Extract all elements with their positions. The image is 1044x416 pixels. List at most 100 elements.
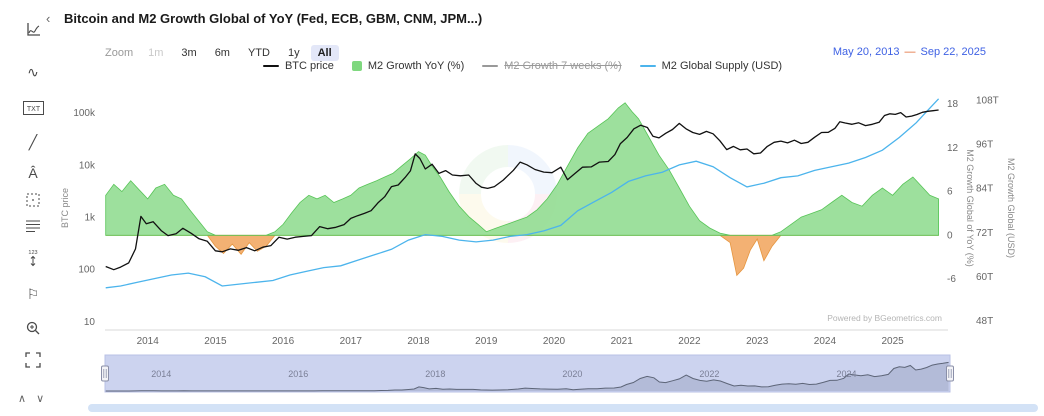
page-title: Bitcoin and M2 Growth Global of YoY (Fed… — [64, 11, 483, 26]
wave-indicator-icon[interactable]: ∿ — [27, 63, 39, 80]
svg-text:10: 10 — [84, 317, 96, 328]
m2-growth-area-positive — [105, 102, 939, 236]
main-chart[interactable]: 2014 2015 2016 2017 2018 2019 2020 2021 2022 2023… — [0, 74, 1044, 352]
svg-text:2025: 2025 — [881, 336, 904, 347]
legend-label: M2 Global Supply (USD) — [661, 60, 783, 72]
side-toolbar: ∿ TXT ╱ Â 123 ⚐ — [0, 0, 58, 416]
svg-text:2021: 2021 — [611, 336, 634, 347]
supply-axis-title: M2 Growth Global (USD) — [1006, 158, 1016, 258]
zoom-button-ytd[interactable]: YTD — [247, 47, 270, 59]
date-range-end[interactable]: Sep 22, 2025 — [920, 46, 986, 58]
measure-values-icon[interactable]: 123 — [20, 246, 46, 270]
date-range-separator: — — [904, 46, 916, 58]
lines-list-icon[interactable] — [20, 214, 46, 238]
zoom-button-1y[interactable]: 1y — [287, 47, 300, 59]
navigator-series-area — [105, 362, 949, 391]
zoom-label: Zoom — [105, 47, 134, 59]
annotation-icon[interactable]: Â — [28, 165, 38, 181]
svg-text:2018: 2018 — [407, 336, 430, 347]
legend-line-swatch — [639, 65, 656, 67]
svg-text:2017: 2017 — [340, 336, 363, 347]
legend-line-swatch — [262, 65, 279, 67]
svg-text:10k: 10k — [79, 160, 96, 171]
m2-growth-area-negative — [105, 234, 939, 277]
svg-text:2022: 2022 — [699, 369, 719, 379]
legend-label: M2 Growth YoY (%) — [367, 60, 465, 72]
svg-text:100k: 100k — [73, 108, 96, 119]
powered-by-text: Powered by BGeometrics.com — [827, 313, 942, 323]
svg-text:2014: 2014 — [151, 369, 171, 379]
btc-axis-labels: 100k 10k 1k 100 10 — [73, 108, 96, 328]
chevron-down-icon[interactable]: ∨ — [36, 393, 45, 405]
legend-area-swatch — [351, 61, 362, 71]
growth-axis-title: M2 Growth Global of YoY (%) — [965, 149, 975, 266]
toolbar-scroll-controls: ∧ ∨ — [18, 392, 44, 405]
growth-axis-labels: 18 12 6 0 -6 — [947, 99, 959, 285]
svg-text:96T: 96T — [976, 140, 993, 151]
zoom-reset-icon[interactable] — [20, 316, 46, 340]
svg-text:TXT: TXT — [26, 106, 40, 113]
horizontal-scrollbar[interactable] — [88, 404, 1038, 412]
svg-text:18: 18 — [947, 99, 959, 110]
svg-text:2016: 2016 — [272, 336, 295, 347]
svg-text:2020: 2020 — [562, 369, 582, 379]
navigator-year-labels: 2014 2016 2018 2020 2022 2024 — [151, 369, 856, 379]
svg-text:108T: 108T — [976, 96, 999, 107]
zoom-button-6m[interactable]: 6m — [214, 47, 230, 59]
svg-text:1k: 1k — [84, 213, 96, 224]
svg-text:2020: 2020 — [543, 336, 566, 347]
chart-legend: BTC price M2 Growth YoY (%) M2 Growth 7 we… — [105, 60, 940, 72]
x-axis-labels: 2014 2015 2016 2017 2018 2019 2020 2021 2022 2023… — [137, 336, 905, 347]
svg-text:2014: 2014 — [137, 336, 160, 347]
svg-text:12: 12 — [947, 143, 959, 154]
navigator-series-line — [105, 361, 949, 392]
btc-axis-title: BTC price — [60, 188, 70, 228]
svg-text:48T: 48T — [976, 316, 993, 327]
trendline-icon[interactable]: ╱ — [28, 133, 38, 150]
navigator-handle-right[interactable] — [946, 365, 954, 382]
navigator-handle-left[interactable] — [101, 365, 109, 382]
svg-text:2023: 2023 — [746, 336, 769, 347]
svg-text:2015: 2015 — [204, 336, 227, 347]
svg-text:2019: 2019 — [475, 336, 498, 347]
flag-icon[interactable]: ⚐ — [26, 285, 40, 302]
legend-label: M2 Growth 7 weeks (%) — [504, 60, 622, 72]
zoom-button-3m[interactable]: 3m — [181, 47, 197, 59]
legend-line-swatch — [482, 65, 499, 67]
m2-supply-line — [105, 98, 940, 289]
range-navigator[interactable]: 2014 2016 2018 2020 2022 2024 — [0, 352, 1044, 396]
legend-item-m2-growth-7-weeks[interactable]: M2 Growth 7 weeks (%) — [482, 60, 622, 72]
svg-text:6: 6 — [947, 187, 953, 198]
chart-axis-icon[interactable] — [20, 18, 46, 42]
chevron-up-icon[interactable]: ∧ — [18, 393, 27, 405]
legend-item-m2-global-supply-usd[interactable]: M2 Global Supply (USD) — [639, 60, 783, 72]
svg-text:2022: 2022 — [678, 336, 701, 347]
svg-text:0: 0 — [947, 230, 953, 241]
svg-text:72T: 72T — [976, 228, 993, 239]
selection-box-icon[interactable] — [20, 188, 46, 212]
zoom-button-all[interactable]: All — [310, 45, 339, 61]
legend-label: BTC price — [284, 60, 334, 72]
fullscreen-icon[interactable] — [20, 348, 46, 372]
zoom-button-1m[interactable]: 1m — [148, 47, 164, 59]
legend-item-btc-price[interactable]: BTC price — [262, 60, 334, 72]
svg-text:84T: 84T — [976, 184, 993, 195]
text-tool-icon[interactable]: TXT — [20, 96, 46, 120]
svg-text:2024: 2024 — [814, 336, 837, 347]
svg-text:-6: -6 — [947, 274, 956, 285]
svg-text:60T: 60T — [976, 272, 993, 283]
svg-text:2016: 2016 — [288, 369, 308, 379]
supply-axis-labels: 108T 96T 84T 72T 60T 48T — [976, 96, 999, 327]
zoom-controls: Zoom 1m 3m 6m YTD 1y All — [105, 44, 339, 62]
btc-price-line — [105, 109, 939, 271]
date-range: May 20, 2013 — Sep 22, 2025 — [833, 46, 986, 58]
svg-text:100: 100 — [78, 265, 95, 276]
zoom-buttons: 1m 3m 6m YTD 1y All — [141, 45, 339, 61]
svg-text:123: 123 — [28, 250, 37, 256]
svg-text:2018: 2018 — [425, 369, 445, 379]
svg-text:2024: 2024 — [837, 369, 857, 379]
date-range-start[interactable]: May 20, 2013 — [832, 46, 900, 58]
collapse-panel-button[interactable]: ‹ — [46, 11, 51, 26]
legend-item-m2-growth-yoy[interactable]: M2 Growth YoY (%) — [351, 60, 465, 72]
